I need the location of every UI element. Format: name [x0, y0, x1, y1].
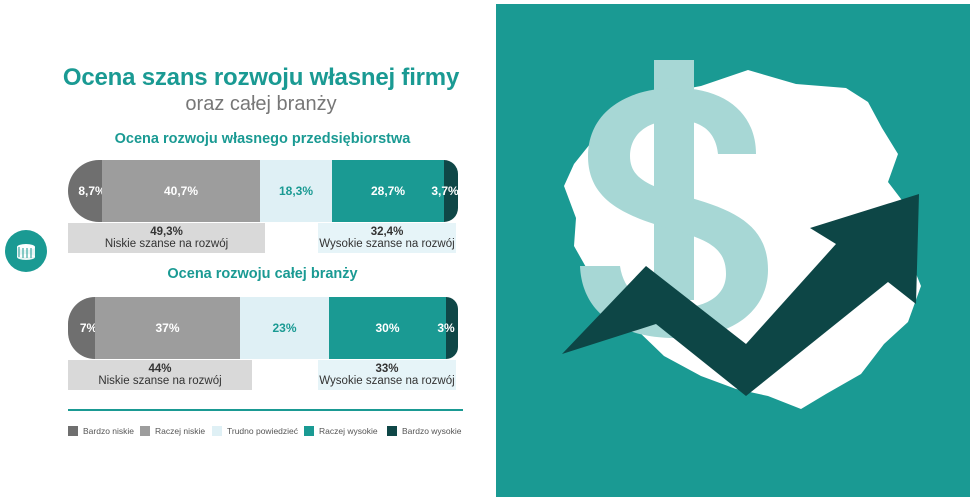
summary-low-own-label: Niskie szanse na rozwój — [104, 238, 229, 250]
legend-label: Raczej niskie — [155, 426, 206, 436]
stacked-bar-industry: 7% 37% 23% 30% 3% — [68, 297, 458, 359]
summary-high-own: 32,4% Wysokie szanse na rozwój — [318, 223, 456, 253]
bar-segment-bardzo-wysokie: 3% — [437, 297, 458, 359]
summary-low-own: 49,3% Niskie szanse na rozwój — [68, 223, 265, 253]
bar-segment-label: 28,7% — [370, 184, 406, 198]
stacked-bar-own-company: 8,7% 40,7% 18,3% 28,7% 3,7% — [68, 160, 459, 222]
bar-segment-label: 18,3% — [278, 184, 314, 198]
summary-low-own-value: 49,3% — [150, 226, 183, 238]
dollar-sign-icon — [580, 60, 768, 338]
chart-2-title: Ocena rozwoju całej branży — [167, 266, 358, 282]
legend-item-bardzo-niskie: Bardzo niskie — [68, 425, 134, 437]
bar-segment-raczej-niskie: 40,7% — [102, 160, 260, 222]
summary-high-own-value: 32,4% — [370, 226, 404, 238]
summary-high-industry: 33% Wysokie szanse na rozwój — [318, 360, 456, 390]
bar-segment-trudno-powiedziec: 23% — [240, 297, 329, 359]
legend-label: Trudno powiedzieć — [227, 426, 299, 436]
bar-segment-label: 23% — [272, 321, 297, 335]
legend-item-bardzo-wysokie: Bardzo wysokie — [387, 425, 462, 437]
coins-icon — [5, 230, 47, 272]
bar-segment-label: 37% — [155, 321, 180, 335]
legend-swatch — [387, 426, 397, 436]
summary-high-industry-value: 33% — [375, 363, 399, 375]
legend-swatch — [140, 426, 150, 436]
legend-item-trudno-powiedziec: Trudno powiedzieć — [212, 425, 298, 437]
bar-segment-bardzo-wysokie: 3,7% — [431, 160, 459, 222]
legend-label: Bardzo niskie — [83, 426, 135, 436]
legend-swatch — [68, 426, 78, 436]
summary-low-industry-value: 44% — [148, 363, 172, 375]
bar-segment-label: 3% — [437, 321, 455, 335]
legend-divider — [68, 409, 463, 411]
legend-swatch — [212, 426, 222, 436]
summary-low-industry-label: Niskie szanse na rozwój — [98, 375, 222, 387]
infographic-title: Ocena szans rozwoju własnej firmy — [62, 64, 460, 91]
bar-segment-bardzo-niskie: 8,7% — [68, 160, 106, 222]
legend-swatch — [304, 426, 314, 436]
legend-item-raczej-wysokie: Raczej wysokie — [304, 425, 378, 437]
infographic-panel: Ocena szans rozwoju własnej firmy oraz c… — [5, 64, 463, 437]
bar-segment-trudno-powiedziec: 18,3% — [260, 160, 332, 222]
infographic-subtitle: oraz całej branży — [185, 93, 337, 115]
bar-segment-label: 3,7% — [431, 184, 459, 198]
summary-high-industry-label: Wysokie szanse na rozwój — [319, 375, 455, 387]
bar-segment-label: 7% — [79, 321, 98, 335]
growth-arrow-icon — [562, 194, 919, 396]
bar-segment-bardzo-niskie: 7% — [68, 297, 98, 359]
legend-item-raczej-niskie: Raczej niskie — [140, 425, 205, 437]
poland-map-dollar-growth-arrow-illustration — [496, 4, 970, 497]
summary-low-industry: 44% Niskie szanse na rozwój — [68, 360, 252, 390]
bar-segment-label: 30% — [375, 321, 400, 335]
bar-segment-raczej-niskie: 37% — [95, 297, 240, 359]
summary-high-own-label: Wysokie szanse na rozwój — [319, 238, 455, 250]
legend-label: Bardzo wysokie — [402, 426, 462, 436]
bar-segment-label: 40,7% — [163, 184, 199, 198]
chart-1-title: Ocena rozwoju własnego przedsiębiorstwa — [114, 131, 411, 147]
legend-label: Raczej wysokie — [319, 426, 378, 436]
bar-segment-label: 8,7% — [78, 184, 106, 198]
bar-segment-raczej-wysokie: 30% — [329, 297, 446, 359]
bar-segment-raczej-wysokie: 28,7% — [332, 160, 444, 222]
